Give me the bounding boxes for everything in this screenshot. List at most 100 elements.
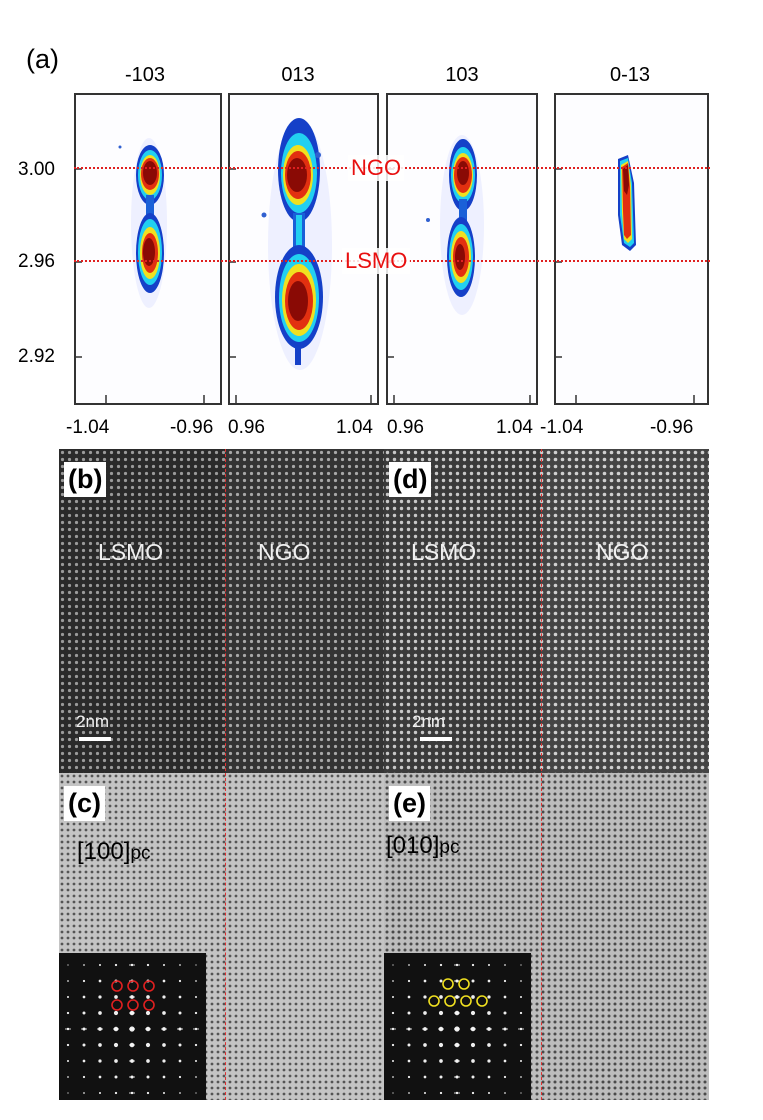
marked-spot-circle (111, 999, 123, 1011)
diffraction-spot (408, 1092, 410, 1094)
diffraction-spot (471, 1075, 475, 1079)
diffraction-spot (146, 1091, 150, 1095)
diffraction-spot (503, 979, 507, 983)
diffraction-spot (114, 995, 118, 999)
diffraction-spot (519, 1011, 523, 1015)
marked-spot-circle (476, 995, 488, 1007)
y-tick-3: 2.92 (18, 346, 55, 367)
diffraction-spot (195, 980, 197, 982)
diffraction-spot (98, 995, 102, 999)
diffraction-spot (178, 1075, 182, 1079)
diffraction-spot (98, 1059, 102, 1063)
diffraction-spot (520, 980, 522, 982)
marked-spot-circle (442, 978, 454, 990)
diffraction-spot (487, 963, 491, 967)
diffraction-spot (487, 1011, 491, 1015)
diffraction-spot (178, 1043, 182, 1047)
diffraction-spot (504, 964, 506, 966)
panel-d-scale-label: 2nm (412, 712, 446, 731)
diffraction-spot (194, 1059, 198, 1063)
x-tick-3b: 1.04 (496, 417, 533, 438)
diffraction-spot (391, 1059, 395, 1063)
x-tick-2a: 0.96 (228, 417, 265, 438)
diffraction-spot (439, 995, 443, 999)
diffraction-spot (114, 1091, 118, 1095)
marked-spot-circle (458, 978, 470, 990)
panel-e-orientation: [010]pc (386, 832, 459, 860)
diffraction-spot (146, 995, 150, 999)
diffraction-spot (471, 963, 475, 967)
diffraction-spot (162, 963, 166, 967)
diffraction-spot (470, 1042, 476, 1048)
diffraction-spot (407, 1043, 411, 1047)
diffraction-spot (145, 1010, 151, 1016)
diffraction-spot (146, 963, 150, 967)
diffraction-spot (423, 1043, 427, 1047)
x-tick-1b: -0.96 (170, 417, 214, 438)
panel-b-scale-bar (79, 737, 111, 741)
diffraction-spot (178, 1059, 182, 1063)
panel-d-ngo-label: NGO (596, 539, 649, 565)
diffraction-spot (487, 995, 491, 999)
diffraction-spot (438, 1042, 444, 1048)
diffraction-spot (82, 1075, 86, 1079)
diffraction-spot (503, 1043, 507, 1047)
panel-b-ngo-label: NGO (258, 539, 311, 565)
panel-e-orientation-main: [010] (386, 832, 440, 859)
diffraction-spot (503, 1011, 507, 1015)
diffraction-spot (114, 1075, 118, 1079)
diffraction-spot (162, 1011, 166, 1015)
diffraction-spot (487, 1075, 491, 1079)
y-tick-2: 2.96 (18, 251, 55, 272)
diffraction-spot (82, 1059, 86, 1063)
diffraction-spot (194, 1011, 198, 1015)
marked-spot-circle (127, 980, 139, 992)
diffraction-spot (423, 963, 427, 967)
diffraction-spot (195, 1076, 197, 1078)
diffraction-spot (392, 1076, 394, 1078)
tem-image-d (384, 449, 709, 773)
diffraction-spot (471, 995, 475, 999)
diffraction-spot (392, 980, 394, 982)
diffraction-spot (162, 1075, 166, 1079)
diffraction-spot (178, 995, 182, 999)
interface-line-left (225, 449, 226, 1100)
diffraction-spot (82, 979, 86, 983)
diffraction-spot (423, 1011, 427, 1015)
marked-spot-circle (143, 999, 155, 1011)
diffraction-spot (113, 1042, 119, 1048)
diffraction-spot (470, 1010, 476, 1016)
diffraction-spot (423, 1091, 427, 1095)
panel-a-label: (a) (26, 44, 59, 74)
panel-c-orientation-sub: pc (130, 843, 151, 864)
diffraction-spot (178, 1011, 182, 1015)
diffraction-spot (82, 995, 86, 999)
panel-d-lsmo-label: LSMO (411, 539, 477, 565)
diffraction-spot (407, 1059, 411, 1063)
diffraction-spot (162, 1091, 166, 1095)
diffraction-spot (520, 1092, 522, 1094)
diffraction-spot (520, 964, 522, 966)
diffraction-spot (194, 995, 198, 999)
diffraction-spot (67, 1076, 69, 1078)
diffraction-spot (98, 1075, 102, 1079)
fft-inset-e (384, 953, 531, 1100)
diffraction-spot (113, 1010, 119, 1016)
panel-e-label: (e) (389, 786, 430, 821)
diffraction-spot (66, 995, 70, 999)
diffraction-spot (392, 964, 394, 966)
diffraction-spot (194, 1043, 198, 1047)
panel-c-orientation-main: [100] (77, 838, 131, 865)
diffraction-spot (438, 1010, 444, 1016)
panel-c-label: (c) (64, 786, 105, 821)
diffraction-spot (146, 1059, 150, 1063)
panel-d-scale-bar (420, 737, 452, 741)
marked-spot-circle (127, 999, 139, 1011)
diffraction-spot (407, 1075, 411, 1079)
diffraction-spot (83, 964, 85, 966)
column-title-2: 013 (281, 64, 315, 86)
diffraction-spot (162, 995, 166, 999)
diffraction-spot (98, 979, 102, 983)
diffraction-spot (162, 1043, 166, 1047)
diffraction-spot (423, 995, 427, 999)
